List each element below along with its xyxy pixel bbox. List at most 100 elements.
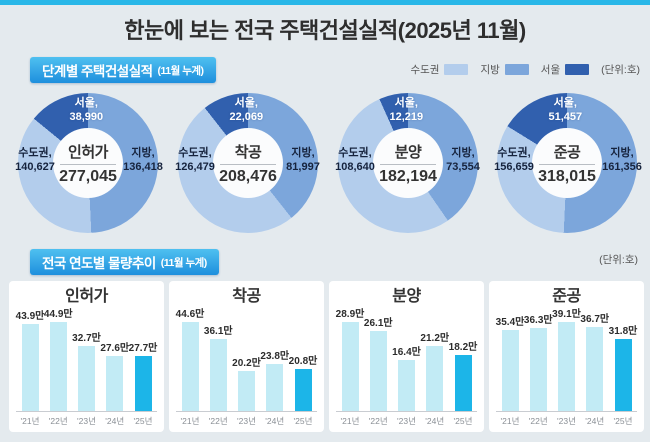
bar-column: 31.8만: [609, 322, 637, 411]
donut-capital-label: 수도권, 156,659: [481, 147, 547, 175]
bar-year-axis: '21년 '22년 '23년 '24년 '25년: [16, 412, 157, 427]
bar: [614, 339, 632, 411]
legend: 수도권 지방 서울 (단위:호): [410, 62, 640, 77]
legend-item-서울: 서울: [540, 62, 590, 77]
section-header-trend-label: 전국 연도별 물량추이: [42, 256, 156, 271]
bar-year-label: '23년: [237, 416, 256, 426]
donut-seoul-value: 51,457: [548, 110, 583, 123]
donut-divider: [60, 163, 116, 165]
donut-capital-name: 수도권,: [497, 147, 531, 160]
bar-year-label: '22년: [208, 416, 228, 426]
bar-column: 43.9만: [16, 307, 44, 411]
bar-column: 20.2만: [232, 354, 261, 411]
legend-swatch-icon: [444, 64, 469, 75]
donut-seoul-value: 22,069: [229, 110, 264, 123]
donut-regional-label: 지방, 136,418: [110, 147, 176, 175]
donut-capital-label: 수도권, 126,479: [162, 147, 228, 175]
bar-chart-title: 착공: [232, 288, 261, 305]
donut-regional-name: 지방,: [451, 147, 475, 160]
donut-capital-value: 126,479: [175, 160, 215, 173]
donut-chart-인허가: 인허가 277,045 서울, 38,990 수도권, 140,627 지방, 136,418: [15, 93, 163, 233]
bar-chart-title: 준공: [552, 288, 581, 305]
bar-column: 36.7만: [580, 310, 610, 411]
bar: [238, 371, 255, 411]
bar-column: 44.9만: [43, 305, 73, 411]
bar: [501, 330, 519, 411]
donut-seoul-value: 38,990: [69, 110, 104, 123]
donut-capital-label: 수도권, 140,627: [2, 147, 68, 175]
bar-value-label: 27.6만: [100, 343, 130, 354]
bar-year-label: '24년: [265, 416, 285, 426]
donut-seoul-label: 서울, 22,069: [229, 97, 263, 125]
bar-value-label: 43.9만: [15, 311, 45, 322]
bars-area: 28.9만 26.1만 16.4만 21.2만 18.2만: [336, 308, 477, 412]
page-title: 한눈에 보는 전국 주택건설실적(2025년 11월): [124, 18, 526, 43]
bar-chart-card-착공: 착공 44.6만 36.1만 20.2만 23.8만 20.8만 '21년 '22년 '23년 '…: [169, 281, 324, 432]
bar: [21, 324, 39, 411]
donut-seoul-name: 서울,: [234, 97, 258, 109]
bar-column: 27.6만: [100, 339, 130, 411]
donut-divider: [380, 163, 436, 165]
bar: [78, 346, 95, 411]
bar-column: 39.1만: [552, 305, 581, 411]
bar-chart-row: 인허가 43.9만 44.9만 32.7만 27.6만 27.7만 '21년 '22년 '23년…: [0, 281, 650, 432]
donut-chart-row: 인허가 277,045 서울, 38,990 수도권, 140,627 지방, 136,418…: [0, 93, 650, 238]
bar: [266, 364, 284, 411]
donut-regional-value: 73,554: [446, 160, 480, 173]
bar-year-label: '21년: [20, 416, 40, 426]
donut-regional-value: 81,997: [286, 160, 320, 173]
legend-label: 수도권: [410, 64, 440, 76]
donut-chart-착공: 착공 208,476 서울, 22,069 수도권, 126,479 지방, 81,997: [175, 93, 320, 233]
bar: [426, 346, 444, 411]
bar-year-label: '25년: [453, 416, 473, 426]
bar-column: 36.1만: [203, 322, 233, 411]
bar: [558, 322, 575, 411]
bar-value-label: 32.7만: [72, 333, 101, 344]
bar-year-label: '25년: [133, 416, 153, 426]
bar-year-axis: '21년 '22년 '23년 '24년 '25년: [176, 412, 317, 427]
bar-value-label: 44.9만: [43, 309, 73, 320]
bar-value-label: 35.4만: [495, 317, 525, 328]
unit-note: (단위:호): [599, 254, 638, 266]
bar-value-label: 20.2만: [232, 358, 261, 369]
bar-year-label: '24년: [585, 416, 605, 426]
bar-year-label: '25년: [293, 416, 313, 426]
donut-total-value: 182,194: [379, 167, 437, 185]
donut-center: 분양 182,194: [373, 128, 443, 198]
bar-value-label: 36.7만: [580, 314, 610, 325]
bar-column: 35.4만: [496, 313, 524, 411]
bar-column: 44.6만: [176, 305, 204, 411]
bar-chart-title: 분양: [392, 288, 421, 305]
bar-column: 36.3만: [524, 311, 553, 411]
bar-year-label: '23년: [77, 416, 96, 426]
donut-regional-label: 지방, 161,356: [589, 147, 650, 175]
donut-regional-value: 161,356: [602, 160, 642, 173]
donut-divider: [220, 163, 276, 165]
donut-regional-value: 136,418: [123, 160, 163, 173]
bar-year-label: '21년: [180, 416, 200, 426]
donut-regional-name: 지방,: [131, 147, 155, 160]
legend-label: 지방: [480, 64, 500, 76]
bar-value-label: 36.1만: [203, 326, 233, 337]
bar-year-axis: '21년 '22년 '23년 '24년 '25년: [496, 412, 637, 427]
donut-seoul-label: 서울, 38,990: [69, 97, 103, 125]
bar: [134, 356, 152, 411]
donut-capital-value: 108,640: [335, 160, 375, 173]
bar-column: 20.8만: [289, 352, 317, 411]
legend-swatch-icon: [504, 64, 529, 75]
legend-unit-note: (단위:호): [601, 64, 640, 76]
donut-total-value: 318,015: [538, 167, 596, 185]
legend-label: 서울: [540, 64, 561, 76]
bar: [181, 322, 199, 411]
donut-capital-label: 수도권, 108,640: [322, 147, 388, 175]
bar-chart-title: 인허가: [65, 288, 108, 305]
donut-regional-label: 지방, 73,554: [430, 147, 496, 175]
bar-chart-card-인허가: 인허가 43.9만 44.9만 32.7만 27.6만 27.7만 '21년 '22년 '23년…: [9, 281, 164, 432]
bars-area: 43.9만 44.9만 32.7만 27.6만 27.7만: [16, 308, 157, 412]
donut-title: 준공: [553, 143, 581, 161]
donut-seoul-label: 서울, 51,457: [548, 97, 582, 125]
bar-value-label: 31.8만: [608, 326, 638, 337]
bar-column: 21.2만: [420, 329, 449, 411]
bar-column: 26.1만: [364, 314, 393, 411]
bar-year-label: '24년: [425, 416, 445, 426]
